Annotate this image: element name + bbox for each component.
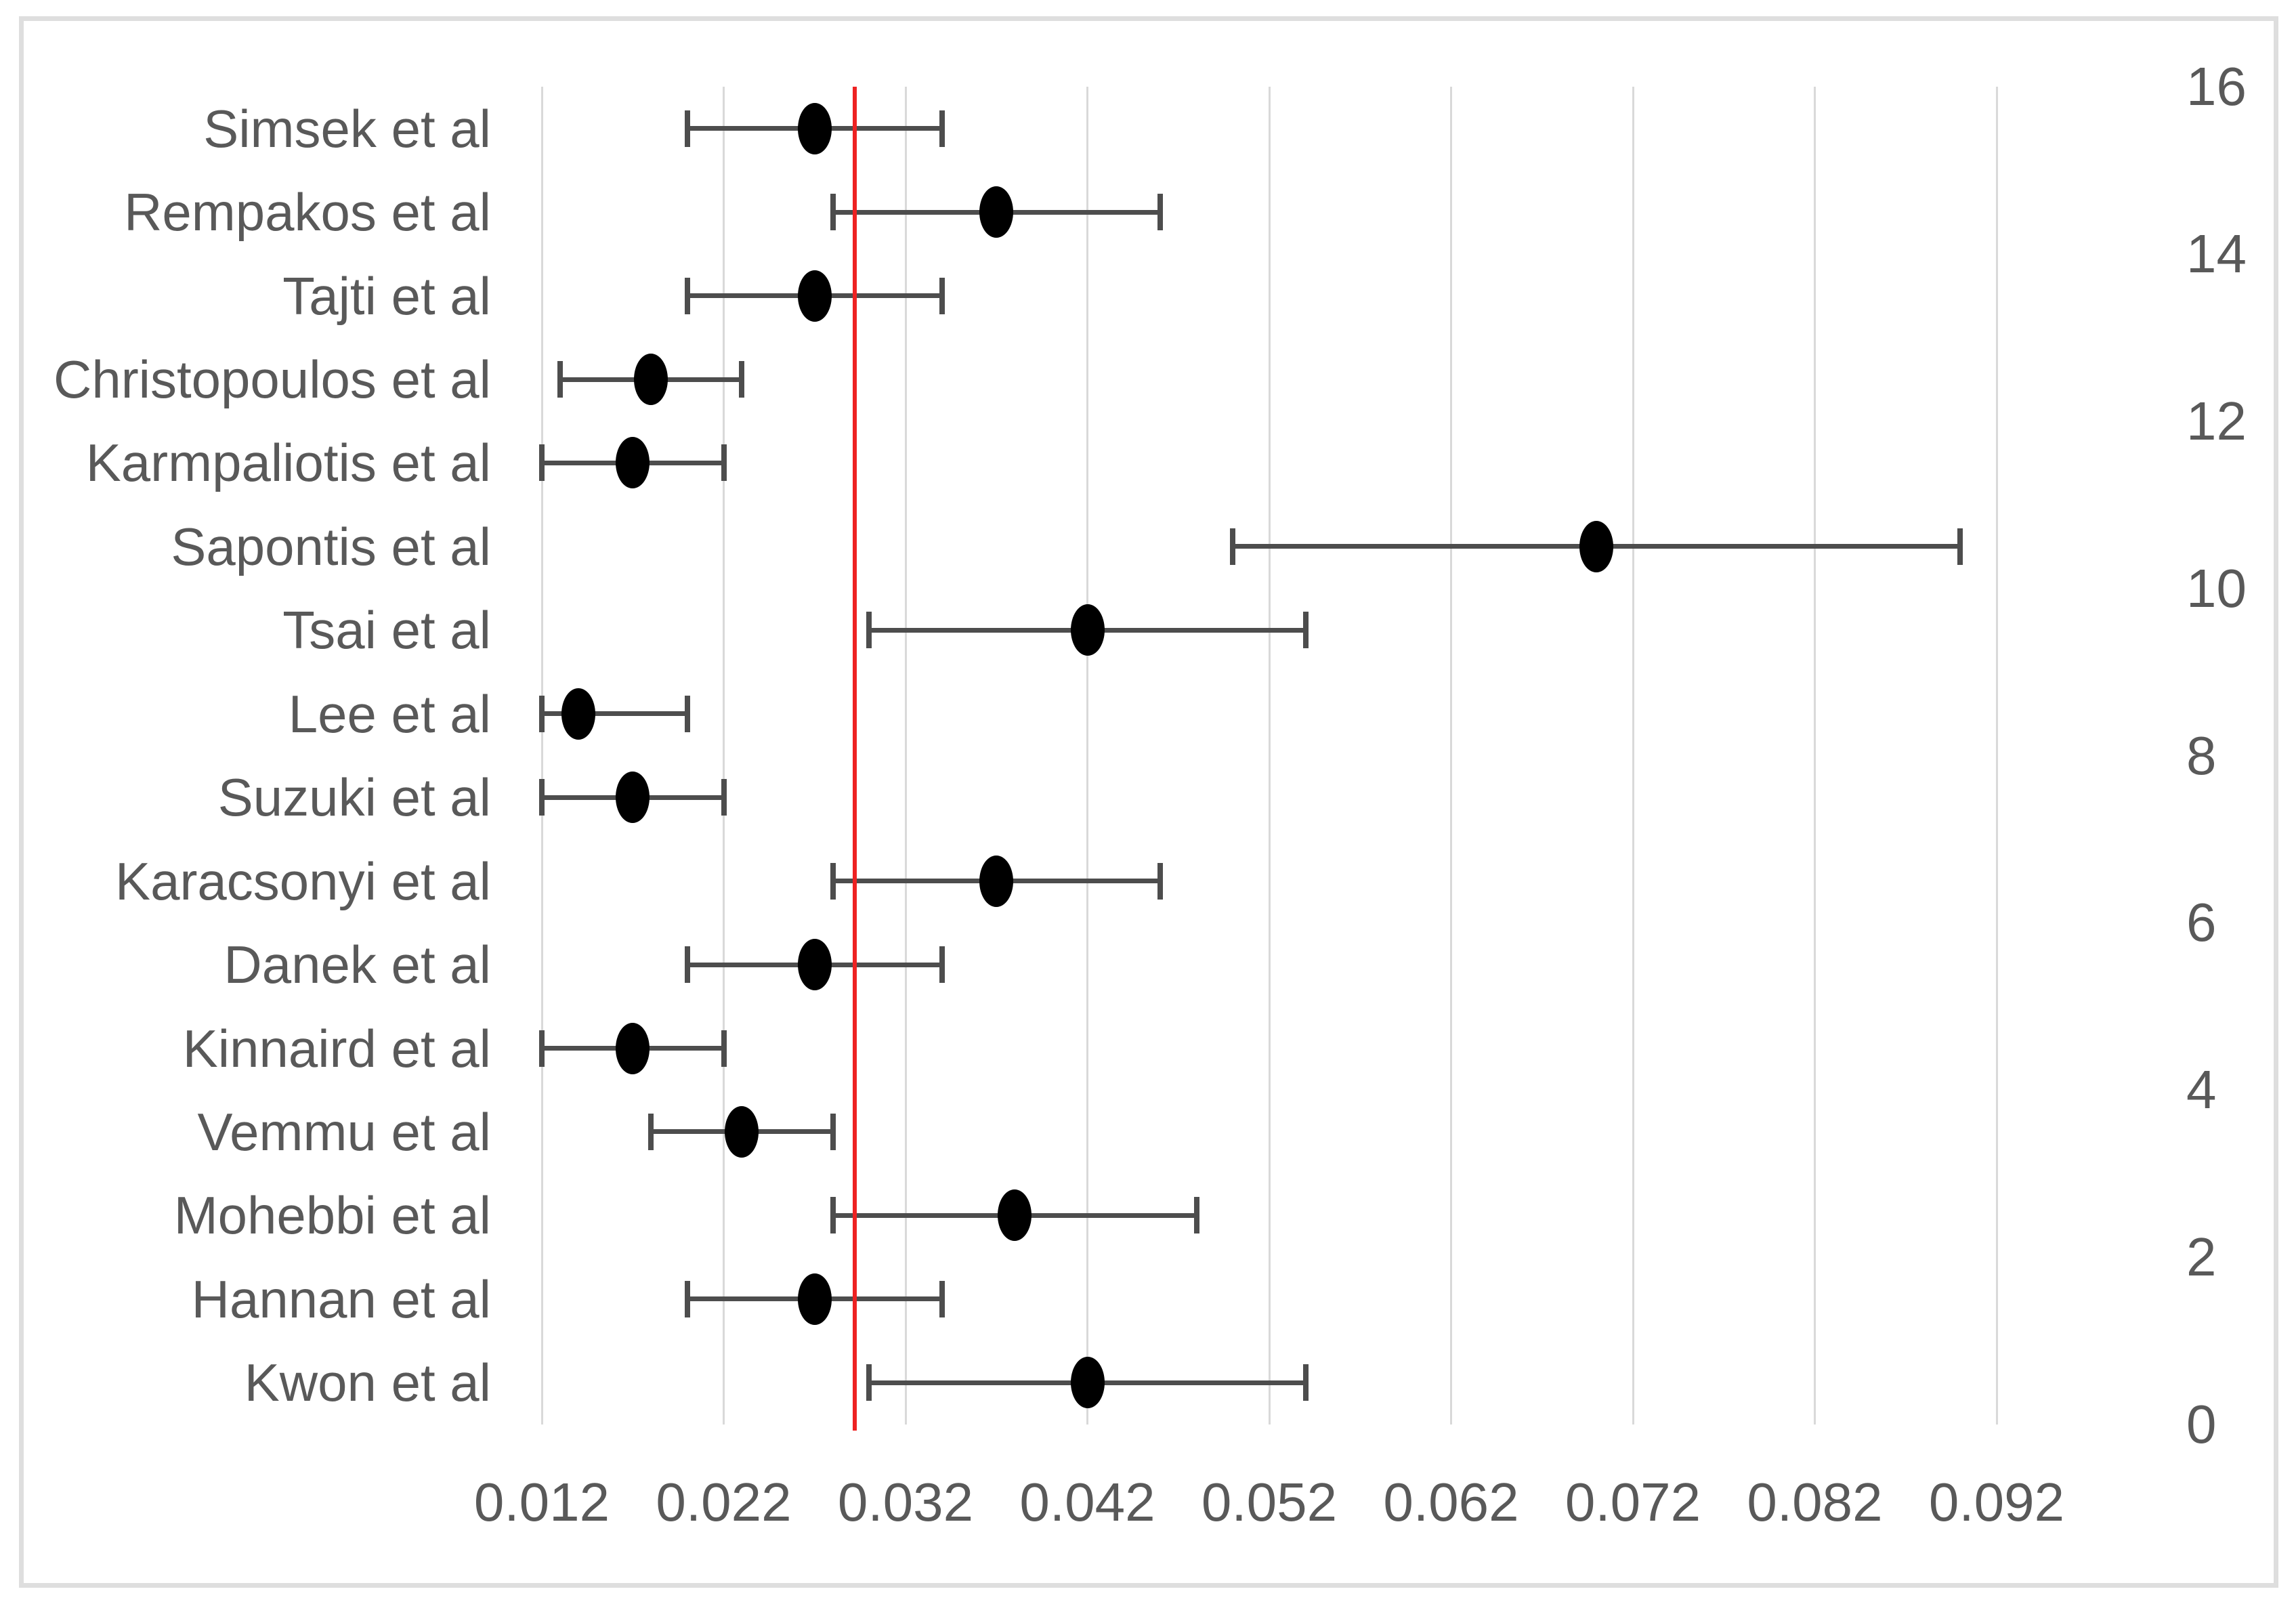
error-bar-cap-right <box>684 695 690 732</box>
gridline <box>904 87 907 1424</box>
error-bar-cap-left <box>830 194 836 231</box>
data-point <box>797 270 832 322</box>
data-point <box>561 688 595 740</box>
x-axis-tick-label: 0.052 <box>1201 1472 1338 1532</box>
y-axis-tick-label: 10 <box>2186 557 2247 618</box>
error-bar-cap-left <box>539 779 545 816</box>
error-bar-cap-right <box>739 361 745 398</box>
data-point <box>616 772 650 824</box>
x-axis-tick-label: 0.072 <box>1565 1472 1701 1532</box>
study-label: Simsek et al <box>203 98 491 159</box>
x-axis-tick-label: 0.042 <box>1019 1472 1155 1532</box>
error-bar-cap-right <box>1957 528 1963 565</box>
data-point <box>1070 604 1105 656</box>
y-axis-tick-label: 8 <box>2186 725 2217 786</box>
study-label: Danek et al <box>224 935 491 995</box>
error-bar-cap-right <box>830 1113 836 1150</box>
data-point <box>797 939 832 991</box>
x-axis-tick-label: 0.082 <box>1747 1472 1883 1532</box>
x-axis-tick-label: 0.092 <box>1928 1472 2065 1532</box>
study-label: Vemmu et al <box>197 1101 491 1162</box>
gridline <box>540 87 543 1424</box>
y-axis-tick-label: 6 <box>2186 892 2217 953</box>
error-bar-cap-left <box>684 110 690 147</box>
data-point <box>725 1105 759 1158</box>
data-point <box>616 1022 650 1074</box>
y-axis-tick-label: 12 <box>2186 390 2247 451</box>
study-label: Hannan et al <box>191 1269 491 1329</box>
reference-line <box>852 87 857 1431</box>
study-label: Mohebbi et al <box>173 1185 491 1246</box>
y-axis-tick-label: 4 <box>2186 1059 2217 1120</box>
error-bar-cap-right <box>1157 862 1163 900</box>
data-point <box>634 354 668 406</box>
chart-border-frame <box>19 16 2278 1588</box>
error-bar-cap-right <box>1193 1197 1199 1234</box>
error-bar-cap-left <box>1230 528 1236 565</box>
error-bar-cap-right <box>939 946 945 984</box>
x-axis-tick-label: 0.012 <box>473 1472 610 1532</box>
error-bar-cap-left <box>866 1364 872 1401</box>
gridline <box>723 87 725 1424</box>
error-bar-cap-right <box>939 1280 945 1317</box>
study-label: Kwon et al <box>244 1353 491 1413</box>
error-bar-cap-right <box>1302 1364 1309 1401</box>
error-bar-cap-left <box>539 1030 545 1067</box>
error-bar-cap-left <box>830 1197 836 1234</box>
y-axis-tick-label: 0 <box>2186 1394 2217 1454</box>
study-label: Sapontis et al <box>171 516 491 576</box>
gridline <box>1086 87 1088 1424</box>
study-label: Suzuki et al <box>217 767 491 828</box>
y-axis-tick-label: 2 <box>2186 1227 2217 1288</box>
x-axis-tick-label: 0.032 <box>837 1472 974 1532</box>
error-bar-cap-left <box>539 695 545 732</box>
data-point <box>1579 520 1614 572</box>
error-bar-cap-left <box>866 612 872 649</box>
data-point <box>616 437 650 489</box>
y-axis-tick-label: 16 <box>2186 56 2247 117</box>
data-point <box>797 102 832 154</box>
error-bar-cap-right <box>721 1030 727 1067</box>
error-bar-cap-left <box>684 277 690 314</box>
data-point <box>979 855 1014 907</box>
x-axis-tick-label: 0.062 <box>1383 1472 1519 1532</box>
error-bar-cap-left <box>648 1113 654 1150</box>
study-label: Karacsonyi et al <box>115 851 491 911</box>
error-bar-cap-right <box>1157 194 1163 231</box>
error-bar-cap-right <box>721 779 727 816</box>
study-label: Tajti et al <box>282 266 491 326</box>
y-axis-tick-label: 14 <box>2186 223 2247 284</box>
gridline <box>1632 87 1634 1424</box>
study-label: Christopoulos et al <box>53 350 491 410</box>
study-label: Tsai et al <box>282 600 491 660</box>
error-bar-cap-left <box>539 444 545 482</box>
study-label: Kinnaird et al <box>182 1018 491 1078</box>
gridline <box>1814 87 1816 1424</box>
error-bar-cap-right <box>1302 612 1309 649</box>
data-point <box>797 1273 832 1325</box>
error-bar-cap-right <box>721 444 727 482</box>
gridline <box>1450 87 1452 1424</box>
error-bar-cap-left <box>557 361 563 398</box>
data-point <box>1070 1357 1105 1409</box>
error-bar-cap-right <box>939 110 945 147</box>
data-point <box>979 186 1014 238</box>
gridline <box>1995 87 1998 1424</box>
error-bar-cap-left <box>830 862 836 900</box>
gridline <box>1268 87 1271 1424</box>
study-label: Rempakos et al <box>124 182 491 242</box>
error-bar-cap-left <box>684 1280 690 1317</box>
error-bar-cap-right <box>939 277 945 314</box>
error-bar-cap-left <box>684 946 690 984</box>
error-bar <box>542 711 687 717</box>
study-label: Lee et al <box>288 683 491 744</box>
x-axis-tick-label: 0.022 <box>656 1472 792 1532</box>
data-point <box>998 1189 1032 1242</box>
study-label: Karmpaliotis et al <box>85 433 491 493</box>
